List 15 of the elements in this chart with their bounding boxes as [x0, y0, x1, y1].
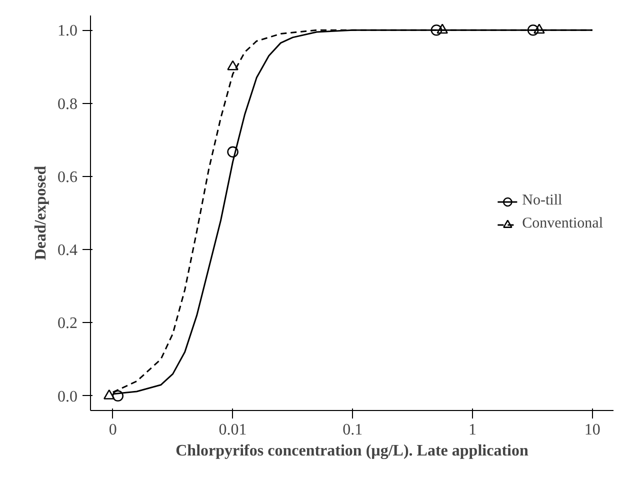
y-tick-label: 0.0	[58, 388, 78, 406]
x-tick-label: 1	[468, 422, 477, 438]
y-tick-label: 0.6	[58, 168, 78, 186]
y-tick-label: 1.0	[58, 22, 78, 40]
x-tick-label: 0.1	[342, 422, 363, 438]
x-axis-title: Chlorpyrifos concentration (µg/L). Late application	[176, 442, 528, 460]
legend-label: Conventional	[522, 216, 603, 232]
x-tick-label: 0	[108, 422, 117, 438]
legend-label: No-till	[522, 192, 562, 210]
y-axis-title: Dead/exposed	[32, 166, 50, 260]
x-tick-label: 0.01	[218, 422, 247, 438]
y-tick-label: 0.8	[58, 96, 78, 113]
y-tick-label: 0.2	[58, 315, 78, 332]
y-tick-label: 0.4	[58, 242, 78, 260]
x-tick-label: 10	[584, 422, 600, 438]
